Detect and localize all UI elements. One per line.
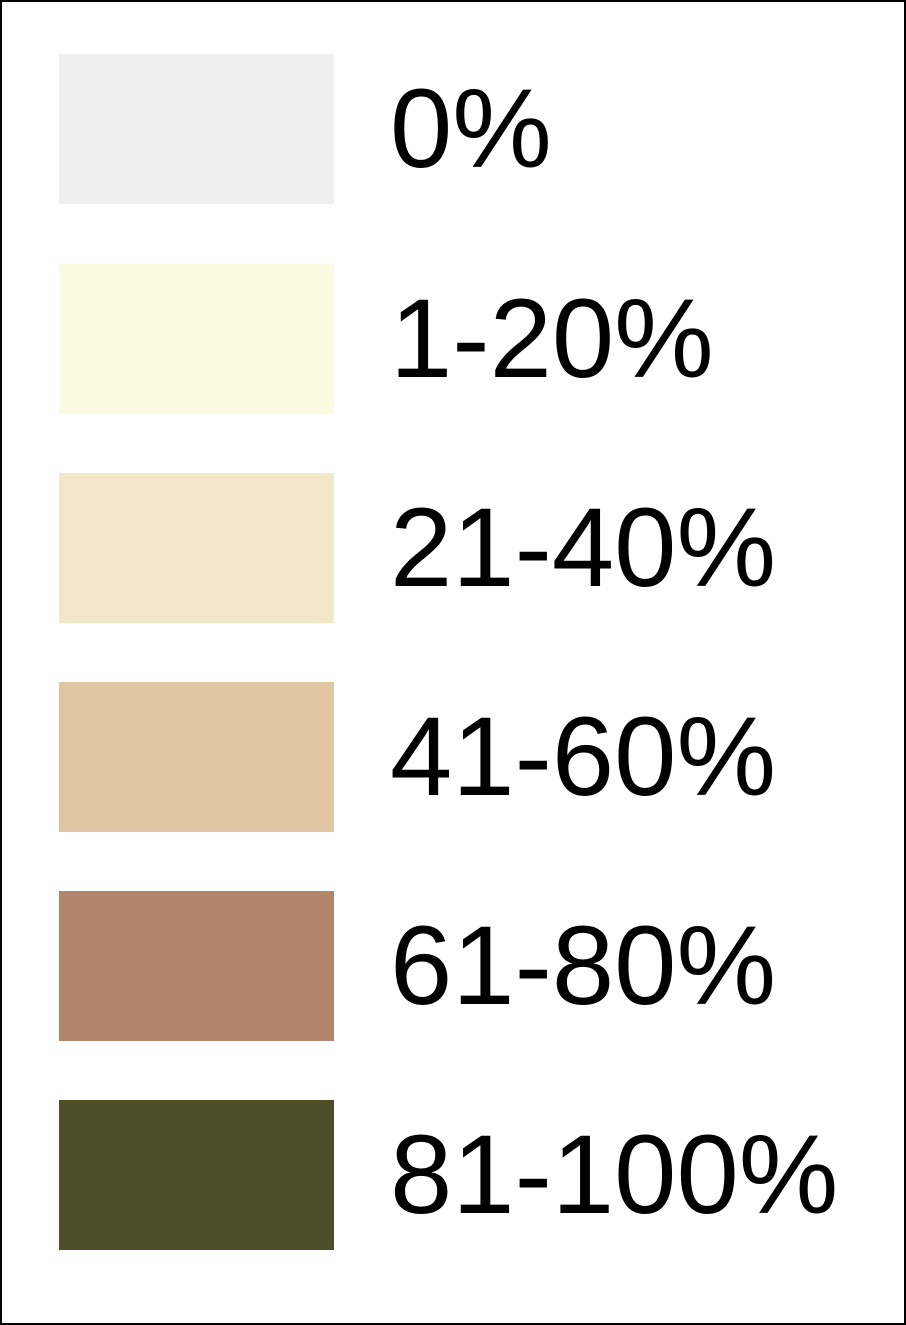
legend-item-3: 41-60% [2,682,902,834]
legend-label: 61-80% [390,903,777,1028]
legend-item-0: 0% [2,54,902,206]
legend-label: 81-100% [390,1112,839,1237]
legend-item-5: 81-100% [2,1100,902,1252]
legend-label: 0% [390,66,552,191]
legend-item-4: 61-80% [2,891,902,1043]
legend-label: 1-20% [390,276,714,401]
legend-item-2: 21-40% [2,473,902,625]
legend-swatch [59,682,334,832]
legend-item-1: 1-20% [2,264,902,416]
legend-swatch [59,473,334,623]
legend-label: 41-60% [390,694,777,819]
legend-swatch [59,891,334,1041]
legend-swatch [59,54,334,204]
legend-swatch [59,1100,334,1250]
legend-swatch [59,264,334,414]
legend-label: 21-40% [390,485,777,610]
